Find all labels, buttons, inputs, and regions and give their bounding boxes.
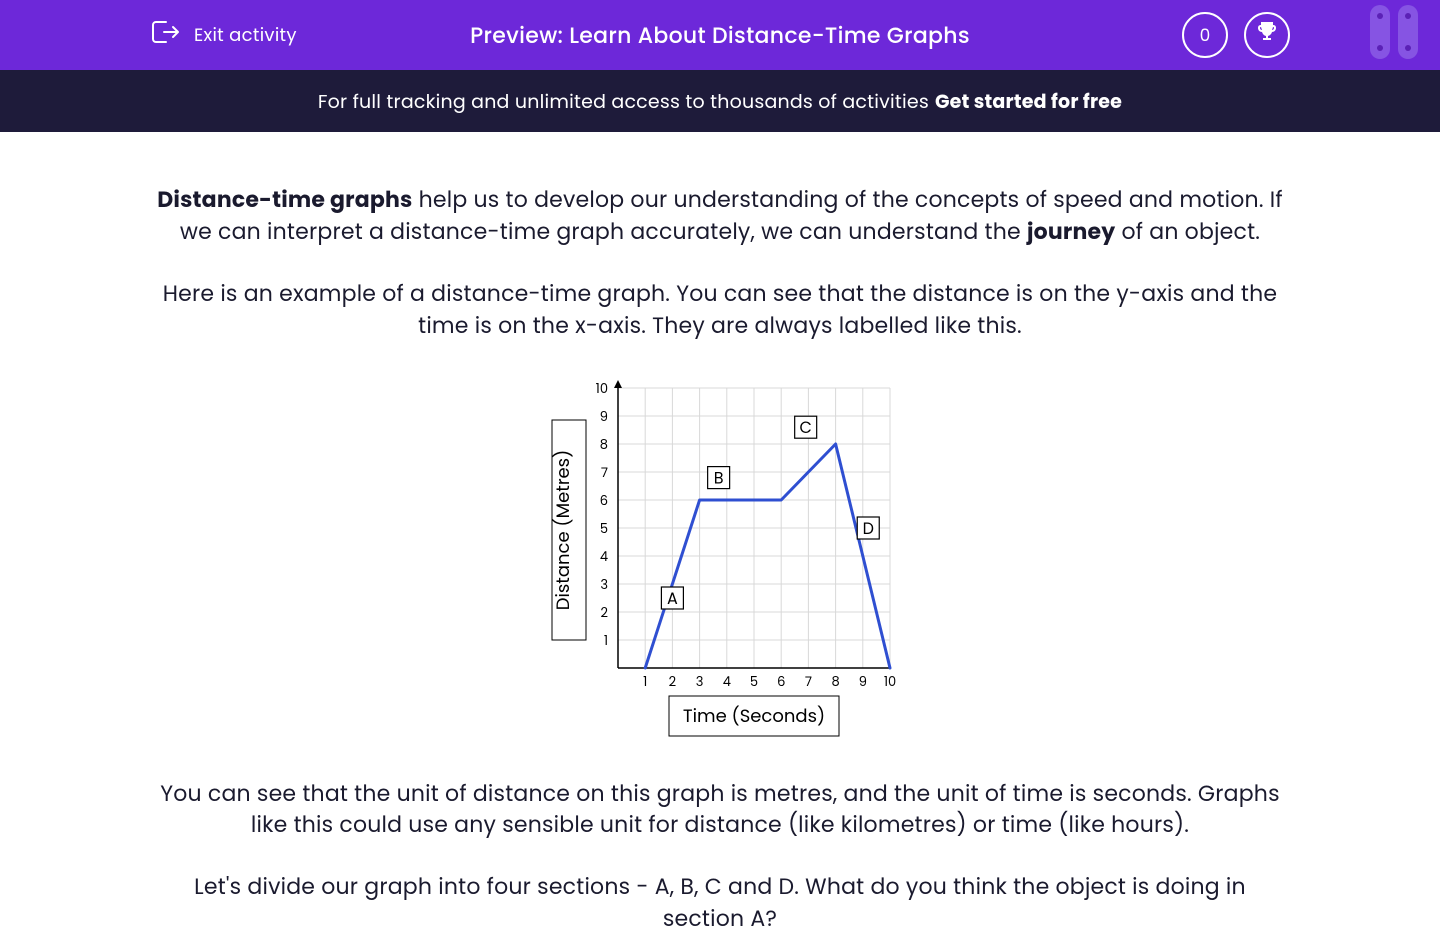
svg-text:1: 1 (643, 672, 647, 691)
svg-text:6: 6 (600, 491, 608, 510)
svg-text:6: 6 (777, 672, 785, 691)
exit-activity-button[interactable]: Exit activity (150, 19, 297, 52)
banner-text: For full tracking and unlimited access t… (318, 87, 929, 116)
svg-text:8: 8 (831, 672, 839, 691)
svg-text:5: 5 (600, 519, 608, 538)
svg-text:3: 3 (696, 672, 704, 691)
exit-icon (150, 19, 180, 52)
svg-text:4: 4 (600, 547, 608, 566)
svg-text:3: 3 (600, 575, 608, 594)
svg-text:9: 9 (859, 672, 867, 691)
bold-term-1: Distance-time graphs (157, 184, 412, 215)
svg-text:7: 7 (805, 672, 812, 691)
svg-text:C: C (800, 416, 812, 439)
svg-text:8: 8 (600, 435, 608, 454)
intro-paragraph-1: Distance-time graphs help us to develop … (155, 184, 1285, 248)
svg-text:2: 2 (601, 603, 608, 622)
trophy-button[interactable] (1244, 12, 1290, 58)
svg-text:9: 9 (600, 407, 608, 426)
header-right-controls: 0 (1182, 12, 1290, 58)
distance-time-chart: 1234567891012345678910ABCDDistance (Metr… (155, 372, 1285, 742)
svg-text:A: A (667, 587, 678, 610)
decorative-tubes (1370, 5, 1418, 59)
page-title: Preview: Learn About Distance-Time Graph… (470, 19, 970, 52)
svg-text:B: B (714, 466, 724, 489)
svg-text:7: 7 (601, 463, 608, 482)
svg-text:4: 4 (723, 672, 731, 691)
get-started-link[interactable]: Get started for free (935, 87, 1122, 116)
intro-paragraph-2: Here is an example of a distance-time gr… (155, 278, 1285, 342)
score-badge: 0 (1182, 12, 1228, 58)
bold-term-2: journey (1027, 216, 1115, 247)
top-bar: Exit activity Preview: Learn About Dista… (0, 0, 1440, 70)
trophy-icon (1255, 20, 1279, 51)
svg-text:D: D (863, 517, 874, 540)
svg-text:Distance (Metres): Distance (Metres) (551, 449, 576, 610)
svg-text:2: 2 (669, 672, 676, 691)
lesson-content: Distance-time graphs help us to develop … (155, 184, 1285, 935)
svg-text:10: 10 (596, 379, 608, 398)
paragraph-3: You can see that the unit of distance on… (155, 778, 1285, 842)
p1-suffix: of an object. (1115, 216, 1260, 247)
svg-text:10: 10 (884, 672, 896, 691)
svg-text:5: 5 (750, 672, 758, 691)
promo-banner: For full tracking and unlimited access t… (0, 70, 1440, 132)
svg-text:Time (Seconds): Time (Seconds) (683, 704, 825, 729)
svg-text:1: 1 (604, 631, 608, 650)
exit-label: Exit activity (194, 22, 297, 49)
paragraph-4: Let's divide our graph into four section… (155, 871, 1285, 935)
